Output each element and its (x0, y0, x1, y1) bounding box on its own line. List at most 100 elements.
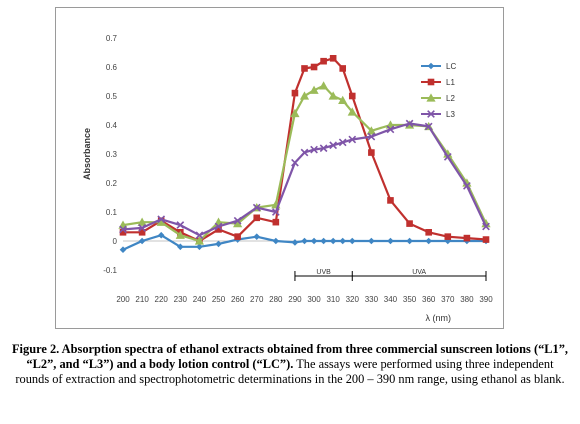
data-point-l2 (347, 107, 357, 116)
x-tick-label: 240 (193, 295, 207, 304)
x-tick-label: 260 (231, 295, 245, 304)
data-point-l3 (367, 132, 376, 141)
data-point-l1 (425, 229, 432, 236)
x-tick-label: 220 (155, 295, 169, 304)
legend-label-l1: L1 (446, 78, 455, 87)
x-tick-label: 250 (212, 295, 226, 304)
caption-bold-text: Figure 2. Absorption spectra of ethanol … (11, 342, 569, 371)
y-tick-label: 0.4 (106, 121, 118, 130)
data-point-l2 (338, 95, 348, 105)
data-point-l1 (215, 226, 222, 233)
data-point-l3 (157, 215, 166, 224)
data-point-lc (368, 237, 375, 245)
data-point-l1 (368, 149, 375, 156)
legend-label-l3: L3 (446, 110, 455, 119)
caption-normal-text: The assays were performed using three in… (15, 357, 565, 386)
data-point-l3 (214, 222, 223, 231)
data-point-lc (329, 237, 337, 245)
x-tick-label: 270 (250, 295, 264, 304)
x-tick-label: 230 (174, 295, 188, 304)
data-point-l3 (291, 158, 299, 167)
data-point-l3 (424, 122, 433, 131)
data-point-l1 (272, 218, 280, 226)
x-tick-label: 290 (288, 295, 302, 304)
data-point-l1 (463, 234, 471, 242)
y-tick-label: 0.7 (106, 34, 118, 43)
data-point-lc (339, 237, 347, 245)
data-point-l1 (406, 220, 413, 227)
data-point-lc (157, 231, 165, 239)
data-point-l1 (234, 233, 241, 240)
x-tick-label: 370 (441, 295, 455, 304)
data-point-lc (253, 233, 261, 240)
data-point-l1 (320, 57, 327, 65)
data-point-lc (387, 237, 394, 245)
data-point-lc (320, 237, 327, 245)
data-point-l2 (194, 236, 205, 245)
data-point-l3 (119, 225, 127, 234)
series-line-l3 (122, 122, 487, 237)
x-tick-label: 280 (269, 295, 283, 304)
data-point-l3 (348, 135, 357, 144)
data-point-lc (177, 243, 184, 251)
legend-marker-l3 (427, 110, 435, 118)
y-tick-label: 0.1 (106, 208, 118, 217)
data-point-l1 (138, 229, 146, 236)
region-label: UVB (316, 269, 331, 276)
data-point-l1 (387, 197, 394, 204)
data-point-l1 (339, 65, 347, 72)
data-point-l2 (290, 108, 300, 118)
legend-label-l2: L2 (446, 94, 455, 103)
legend-marker-l1 (427, 78, 435, 86)
data-point-l3 (252, 203, 261, 212)
data-point-l3 (405, 119, 414, 128)
series-line-l1 (123, 57, 487, 243)
legend-marker-l2 (426, 93, 436, 102)
data-point-lc (291, 239, 299, 246)
data-point-l1 (329, 55, 337, 62)
data-point-l3 (443, 153, 452, 161)
data-point-l2 (328, 91, 338, 100)
data-point-l1 (482, 236, 490, 243)
data-point-l1 (253, 214, 261, 222)
data-point-l1 (301, 65, 308, 72)
y-tick-label: 0.3 (106, 150, 118, 159)
data-point-l2 (233, 219, 243, 228)
data-point-l3 (233, 216, 242, 225)
data-point-lc (215, 240, 222, 248)
y-tick-label: 0 (113, 237, 118, 246)
data-point-l3 (138, 224, 146, 232)
x-tick-label: 350 (403, 295, 417, 304)
data-point-lc (406, 237, 413, 245)
data-point-lc (425, 237, 432, 245)
data-point-l3 (310, 145, 318, 154)
data-point-l3 (300, 148, 309, 157)
y-tick-label: 0.5 (106, 92, 118, 101)
data-point-l3 (329, 141, 338, 150)
data-point-lc (138, 237, 146, 245)
y-axis-title: Absorbance (82, 128, 92, 180)
x-tick-label: 320 (346, 295, 360, 304)
y-tick-label: 0.6 (106, 63, 118, 72)
data-point-lc (119, 246, 127, 253)
data-point-l3 (176, 221, 185, 229)
data-point-l2 (175, 230, 185, 239)
data-point-l2 (309, 85, 319, 94)
data-point-lc (348, 237, 356, 245)
data-point-lc (272, 237, 280, 245)
data-point-l2 (299, 91, 310, 100)
data-point-l2 (366, 126, 376, 135)
data-point-l1 (310, 63, 318, 71)
figure-caption: Figure 2. Absorption spectra of ethanol … (10, 342, 570, 387)
x-tick-label: 380 (460, 295, 474, 304)
data-point-l1 (119, 229, 127, 236)
data-point-l3 (386, 125, 395, 134)
data-point-lc (310, 237, 318, 245)
x-tick-label: 390 (479, 295, 493, 304)
x-tick-label: 330 (365, 295, 379, 304)
x-tick-label: 210 (135, 295, 149, 304)
series-line-l2 (122, 84, 487, 243)
x-tick-label: 310 (326, 295, 340, 304)
x-tick-label: 360 (422, 295, 436, 304)
legend-label-lc: LC (446, 62, 456, 71)
